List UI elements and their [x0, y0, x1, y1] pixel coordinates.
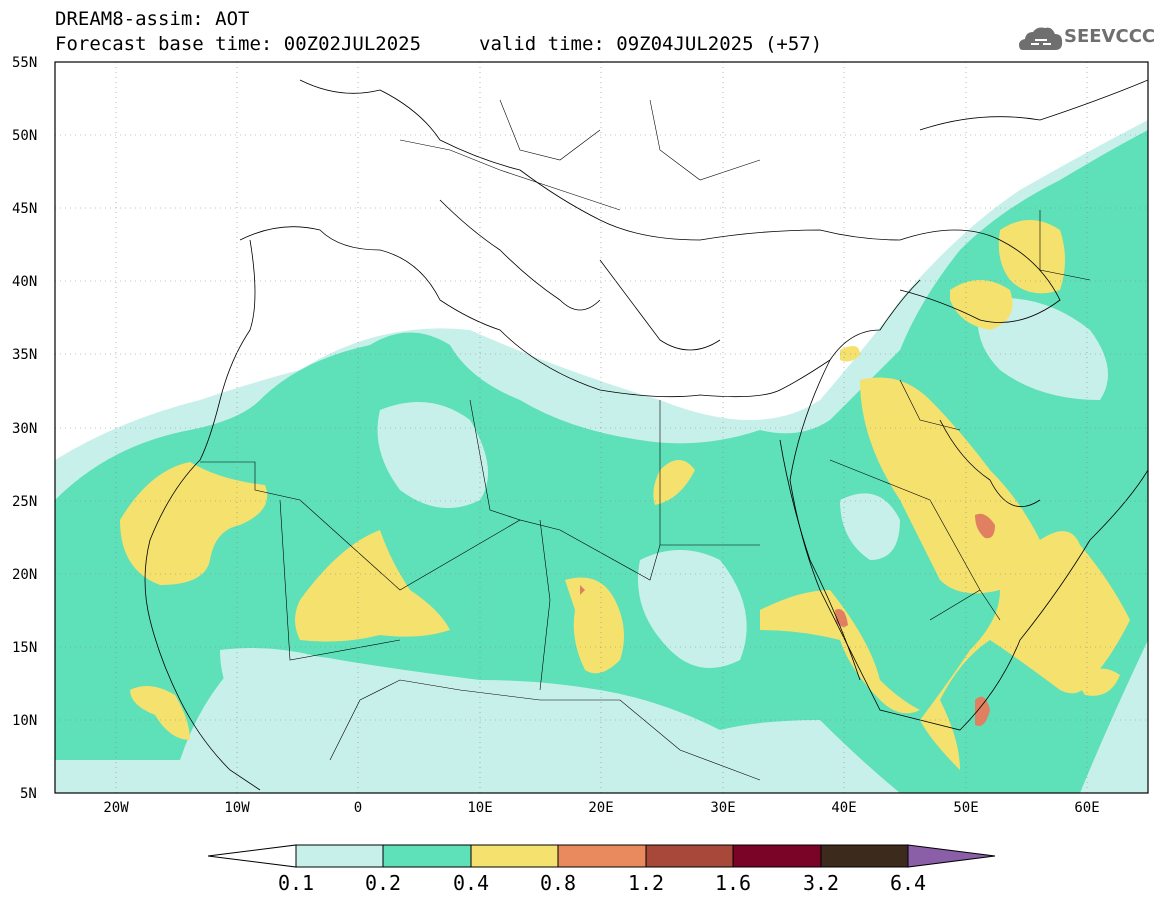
lon-label: 50E	[953, 800, 978, 816]
colorbar-swatch	[557, 844, 647, 868]
colorbar	[207, 844, 996, 868]
lat-label: 20N	[12, 567, 37, 583]
lon-label: 60E	[1074, 800, 1099, 816]
aot-band-very-high	[580, 513, 995, 726]
aot-band-high	[120, 220, 1130, 770]
colorbar-swatch	[207, 844, 297, 868]
lon-label: 10E	[467, 800, 492, 816]
map-title: DREAM8-assim: AOT	[55, 8, 250, 30]
colorbar-swatch	[820, 844, 909, 868]
lat-label: 5N	[20, 786, 37, 802]
lat-label: 30N	[12, 421, 37, 437]
lat-label: 35N	[12, 347, 37, 363]
forecast-base-time: Forecast base time: 00Z02JUL2025	[55, 33, 422, 55]
lon-label: 10W	[224, 800, 250, 816]
colorbar-swatch	[732, 844, 822, 868]
colorbar-label: 1.2	[628, 871, 664, 895]
lat-label: 10N	[12, 713, 37, 729]
lat-label: 40N	[12, 274, 37, 290]
colorbar-label: 0.1	[278, 871, 314, 895]
borders	[200, 99, 1091, 781]
colorbar-swatch	[470, 844, 559, 868]
lon-axis: 20W 10W 0 10E 20E 30E 40E 50E 60E	[103, 800, 1099, 816]
colorbar-swatch	[295, 844, 384, 868]
lat-label: 50N	[12, 128, 37, 144]
colorbar-label: 1.6	[715, 871, 751, 895]
lon-label: 20E	[588, 800, 613, 816]
cloud-logo-icon	[1019, 27, 1063, 50]
gridlines	[55, 62, 1148, 793]
colorbar-label: 3.2	[803, 871, 839, 895]
lon-label: 0	[354, 800, 362, 816]
colorbar-label: 0.2	[365, 871, 401, 895]
colorbar-swatch	[645, 844, 734, 868]
lon-label: 40E	[831, 800, 856, 816]
colorbar-swatch	[382, 844, 472, 868]
coastlines	[144, 79, 1148, 791]
lat-axis: 55N 50N 45N 40N 35N 30N 25N 20N 15N 10N …	[12, 55, 37, 802]
lat-label: 45N	[12, 201, 37, 217]
aot-fields	[55, 79, 1148, 793]
lat-label: 15N	[12, 640, 37, 656]
map-frame	[54, 61, 1149, 794]
lat-label: 25N	[12, 494, 37, 510]
colorbar-label: 6.4	[890, 871, 926, 895]
colorbar-swatch	[907, 844, 996, 868]
colorbar-labels: 0.1 0.2 0.4 0.8 1.2 1.6 3.2 6.4	[278, 871, 926, 895]
lat-label: 55N	[12, 55, 37, 71]
colorbar-label: 0.4	[453, 871, 489, 895]
lon-label: 20W	[103, 800, 129, 816]
valid-time: valid time: 09Z04JUL2025 (+57)	[479, 33, 823, 55]
logo-text: SEEVCCC	[1064, 26, 1156, 47]
colorbar-label: 0.8	[540, 871, 576, 895]
lon-label: 30E	[710, 800, 735, 816]
